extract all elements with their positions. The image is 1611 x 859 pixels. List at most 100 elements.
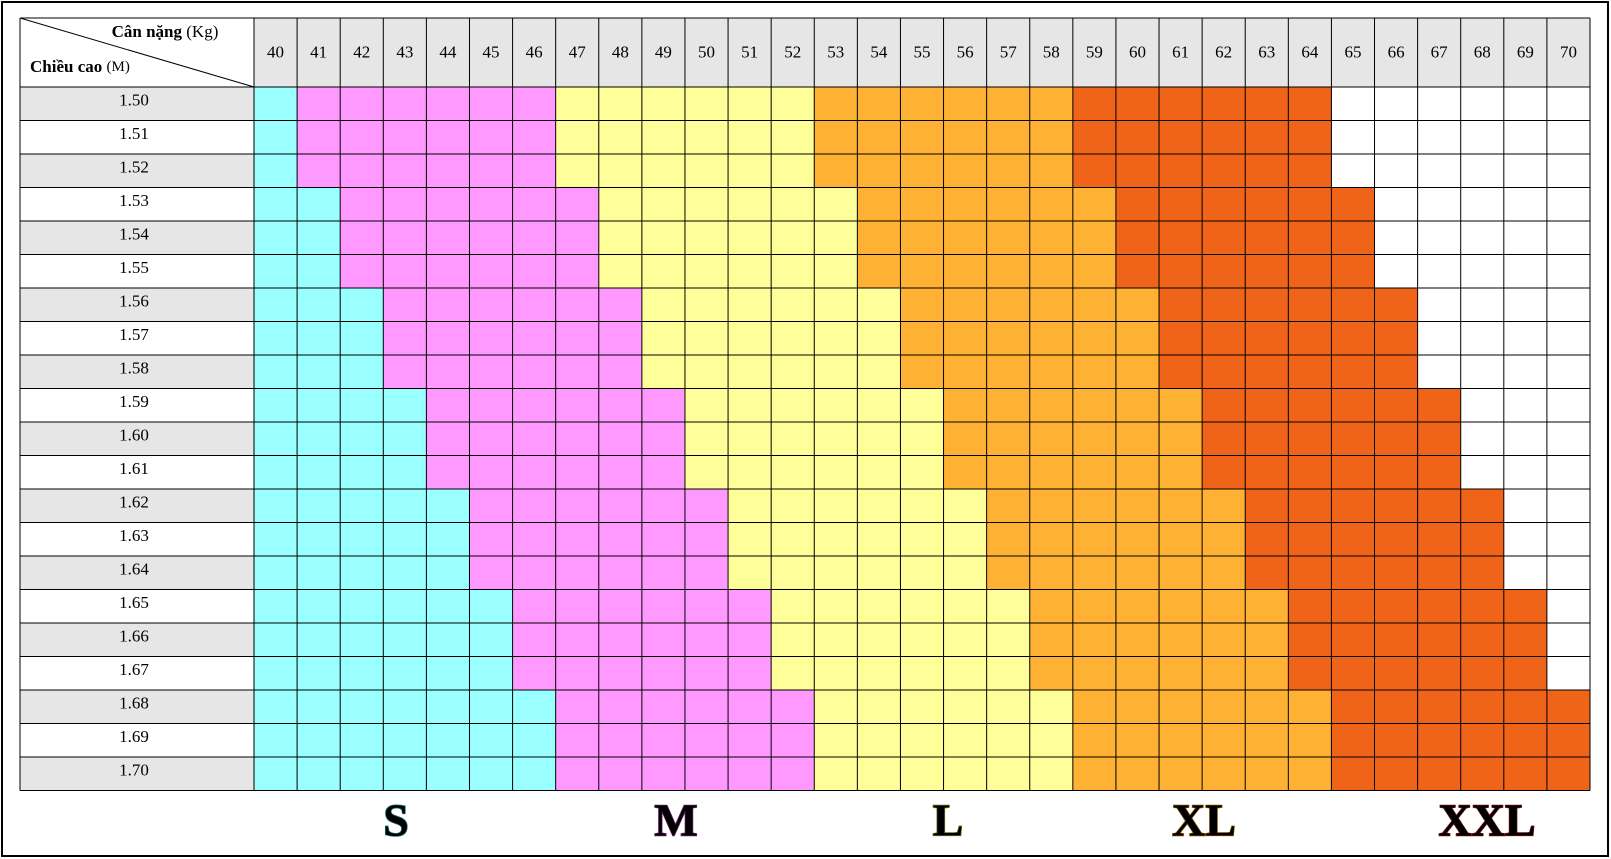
size-legend: XL (1172, 795, 1236, 846)
column-header: 64 (1301, 42, 1319, 61)
column-header-cell (555, 18, 599, 87)
column-header: 46 (526, 42, 543, 61)
row-header: 1.67 (119, 660, 149, 679)
row-header: 1.65 (119, 593, 149, 612)
column-header: 41 (310, 42, 327, 61)
column-header: 49 (655, 42, 672, 61)
row-header-cell (20, 489, 254, 523)
size-band (254, 522, 470, 556)
column-header: 42 (353, 42, 370, 61)
row-header-cell (20, 154, 254, 188)
column-header: 50 (698, 42, 715, 61)
weight-header: Cân nặng (Kg) (112, 22, 219, 41)
column-header-cell (771, 18, 815, 87)
row-header: 1.70 (119, 761, 149, 780)
column-header: 55 (914, 42, 931, 61)
column-header: 43 (396, 42, 413, 61)
column-header-cell (1159, 18, 1203, 87)
column-header: 51 (741, 42, 758, 61)
row-header-cell (20, 690, 254, 724)
column-header: 58 (1043, 42, 1060, 61)
column-header: 66 (1388, 42, 1405, 61)
column-header-cell (1072, 18, 1116, 87)
column-header: 68 (1474, 42, 1491, 61)
size-band (254, 355, 384, 389)
column-header-cell (814, 18, 858, 87)
column-header: 61 (1172, 42, 1189, 61)
column-header-cell (1374, 18, 1418, 87)
column-header-cell (1503, 18, 1547, 87)
row-header-cell (20, 221, 254, 255)
row-header: 1.61 (119, 459, 149, 478)
column-header-cell (641, 18, 685, 87)
row-header-cell (20, 556, 254, 590)
row-header: 1.52 (119, 158, 149, 177)
row-header-cell (20, 623, 254, 657)
column-header: 54 (870, 42, 888, 61)
column-header: 48 (612, 42, 629, 61)
height-label: Chiều cao (30, 57, 102, 76)
column-header-cell (943, 18, 987, 87)
column-header-cell (1460, 18, 1504, 87)
column-header-cell (469, 18, 513, 87)
row-header-cell (20, 757, 254, 791)
column-header: 70 (1560, 42, 1577, 61)
grid (19, 17, 1591, 791)
column-header: 63 (1258, 42, 1275, 61)
size-band (254, 154, 298, 188)
row-header: 1.59 (119, 392, 149, 411)
column-header: 62 (1215, 42, 1232, 61)
size-band (254, 723, 556, 757)
row-header-cell (20, 254, 254, 288)
column-header-cell (1331, 18, 1375, 87)
row-header: 1.69 (119, 727, 149, 746)
row-header-cell (20, 321, 254, 355)
column-header: 52 (784, 42, 801, 61)
header-diagonal (19, 17, 255, 88)
column-header-cell (340, 18, 384, 87)
row-header: 1.55 (119, 258, 149, 277)
column-header: 44 (439, 42, 457, 61)
column-header: 60 (1129, 42, 1146, 61)
column-header-cell (1245, 18, 1289, 87)
size-legend: S (383, 795, 409, 846)
size-band (254, 757, 556, 791)
row-header-cell (20, 589, 254, 623)
column-header: 53 (827, 42, 844, 61)
column-header-cell (1202, 18, 1246, 87)
column-header-cell (857, 18, 901, 87)
size-band (254, 489, 470, 523)
row-header-cell (20, 455, 254, 489)
row-header: 1.58 (119, 359, 149, 378)
row-header-cell (20, 388, 254, 422)
column-header-cell (728, 18, 772, 87)
row-header-cell (20, 422, 254, 456)
row-header: 1.56 (119, 292, 149, 311)
column-header-cell (1115, 18, 1160, 87)
column-header-cell (1029, 18, 1073, 87)
row-header-cell (20, 656, 254, 690)
size-band (254, 321, 384, 355)
column-header: 45 (483, 42, 500, 61)
column-header: 65 (1344, 42, 1361, 61)
column-header-cell (297, 18, 341, 87)
weight-label: Cân nặng (112, 22, 183, 41)
row-header: 1.63 (119, 526, 149, 545)
row-header: 1.50 (119, 91, 149, 110)
column-header-cell (383, 18, 427, 87)
row-header: 1.53 (119, 191, 149, 210)
row-header-cell (20, 87, 254, 121)
row-header: 1.57 (119, 325, 149, 344)
column-header-cell (986, 18, 1030, 87)
size-band (254, 120, 298, 154)
column-header-cell (426, 18, 470, 87)
size-legend: M (654, 795, 697, 846)
row-header-cell (20, 355, 254, 389)
column-header-cell (598, 18, 642, 87)
size-band (254, 690, 556, 724)
weight-unit: (Kg) (186, 22, 218, 41)
row-header: 1.64 (119, 560, 149, 579)
row-header-cell (20, 522, 254, 556)
